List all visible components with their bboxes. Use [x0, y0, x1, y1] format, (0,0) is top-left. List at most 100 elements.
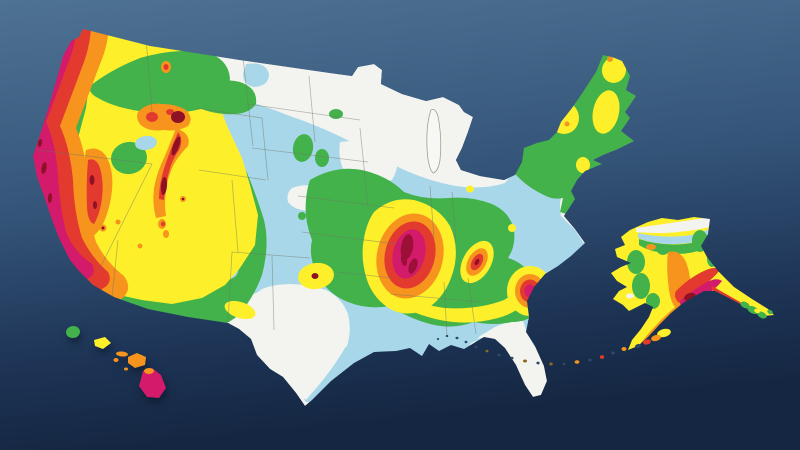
- state-border-line: [261, 117, 269, 181]
- zone-orange-wasatch-dot-2: [163, 230, 169, 238]
- state-border-line: [231, 251, 311, 259]
- alaska-white-north: [636, 217, 712, 233]
- aleutian-dot-6: [562, 362, 566, 366]
- zone-darkcore-east-tennessee: [474, 258, 480, 266]
- panhandle-island-3: [757, 311, 767, 319]
- zone-white-florida: [467, 321, 545, 396]
- panhandle-island-4: [754, 308, 760, 314]
- aleutian-cluster-3: [643, 339, 651, 345]
- aleutian-cluster-2: [651, 334, 661, 342]
- aleutian-dot-4: [588, 358, 592, 362]
- hawaii-molokai: [116, 351, 128, 357]
- zone-yellow-virginia-dot: [508, 224, 516, 232]
- alaska-green-mid: [657, 245, 669, 255]
- zone-yellow-gulf-arc: [385, 282, 531, 323]
- state-border-line: [37, 149, 153, 165]
- zone-darkcore-newmadrid-3: [400, 254, 408, 266]
- zone-orange-scatter-2: [115, 219, 121, 225]
- aleutian-dot-5: [574, 360, 580, 364]
- hawaii-kahoolawe: [124, 367, 128, 371]
- aleutian-dot-11: [497, 353, 501, 357]
- state-border-line: [443, 281, 448, 337]
- zone-yellow-ohio-dot: [466, 185, 474, 193]
- aleutian-dot-14: [464, 340, 468, 344]
- hawaii-bigisland-north-tip: [144, 368, 154, 374]
- panhandle-island-5: [767, 309, 773, 315]
- zone-orange-yellowstone: [137, 103, 191, 131]
- state-border-line: [227, 251, 233, 323]
- aleutian-dot-8: [536, 361, 540, 365]
- zone-red-nevada: [86, 159, 103, 224]
- zone-darkcore-scatter-1: [101, 226, 105, 230]
- state-borders: [37, 37, 483, 337]
- conterminous-us: [33, 29, 636, 406]
- zone-orange-champlain-dot-2: [564, 121, 570, 127]
- aleutian-dot-9: [523, 359, 527, 363]
- zone-darkcore-oklahoma-dot: [311, 273, 319, 279]
- state-border-line: [231, 179, 239, 253]
- aleutian-cluster-1: [657, 328, 671, 338]
- zone-yellow-maine-north: [601, 57, 627, 83]
- hawaii-bigisland: [139, 368, 166, 398]
- zone-darkcore-belt-1: [171, 136, 181, 156]
- alaska-red-band: [675, 268, 720, 303]
- state-border-line: [111, 239, 119, 298]
- zone-orange-maine-tip-dot: [607, 56, 613, 62]
- state-border-line: [451, 191, 457, 243]
- zone-darkcore-nevada-2: [93, 201, 97, 209]
- aleutian-dot-13: [474, 345, 478, 349]
- lake-michigan: [426, 109, 442, 174]
- state-border-line: [389, 293, 483, 303]
- state-border-line: [429, 185, 435, 239]
- state-border-line: [242, 57, 254, 147]
- aleutian-dot-12: [485, 349, 489, 353]
- state-border-line: [297, 195, 395, 209]
- state-border-line: [145, 37, 153, 113]
- aleutian-dot-10: [510, 356, 514, 360]
- alaska-green-west-1: [627, 250, 645, 274]
- alaska-panhandle-islands: [740, 301, 773, 319]
- state-border-line: [271, 255, 275, 331]
- aleutian-dot-17: [436, 338, 440, 340]
- zone-darkcore-coast-2: [47, 193, 53, 203]
- alaska-orange-dot: [646, 244, 656, 250]
- zone-green-north-wyoming: [187, 79, 257, 115]
- zone-red-easternwa-core: [163, 64, 169, 70]
- zone-yellow-maine-coast: [592, 90, 620, 134]
- map-layers: [33, 29, 774, 406]
- zone-red-wasatch-dot: [161, 221, 165, 227]
- state-border-line: [246, 103, 361, 121]
- hawaii-oahu: [94, 337, 111, 349]
- state-border-line: [251, 147, 369, 163]
- zone-darkcore-nevada-1: [89, 175, 95, 185]
- aleutian-dot-2: [611, 351, 615, 355]
- aleutian-cluster-4: [635, 343, 641, 349]
- zone-red-yellowstone: [146, 112, 158, 122]
- hawaii-maui: [128, 353, 146, 368]
- zone-darkcore-belt-2: [160, 177, 168, 195]
- panhandle-island-1: [740, 301, 750, 309]
- aleutian-dot-16: [445, 334, 449, 338]
- alaska-white-delta-1: [626, 293, 634, 299]
- zone-red-pacific-coast: [33, 29, 110, 292]
- zone-yellow-elpaso: [224, 300, 256, 320]
- zone-magenta-pacific-coast: [33, 29, 94, 281]
- zone-lightblue-dakota-patch: [243, 63, 269, 87]
- aleutian-dot-1: [621, 347, 627, 351]
- aleutian-dot-3: [599, 355, 605, 359]
- zone-darkcore-coast-3: [37, 139, 43, 147]
- hawaii-kauai: [66, 325, 80, 339]
- zone-green-north-nevada: [111, 141, 147, 175]
- hawaii-lanai: [113, 358, 119, 362]
- state-border-line: [198, 169, 267, 181]
- hawaii: [66, 325, 166, 398]
- state-border-line: [97, 163, 153, 273]
- state-border-line: [337, 271, 393, 279]
- alaska-lightblue-north: [638, 229, 709, 245]
- state-border-line: [301, 231, 397, 245]
- zone-darkcore-coast-1: [41, 162, 47, 174]
- zone-yellow-nyc: [576, 157, 590, 173]
- zone-green-dakota-oval-2: [315, 149, 329, 167]
- zone-lightblue-snake-plain: [135, 135, 157, 151]
